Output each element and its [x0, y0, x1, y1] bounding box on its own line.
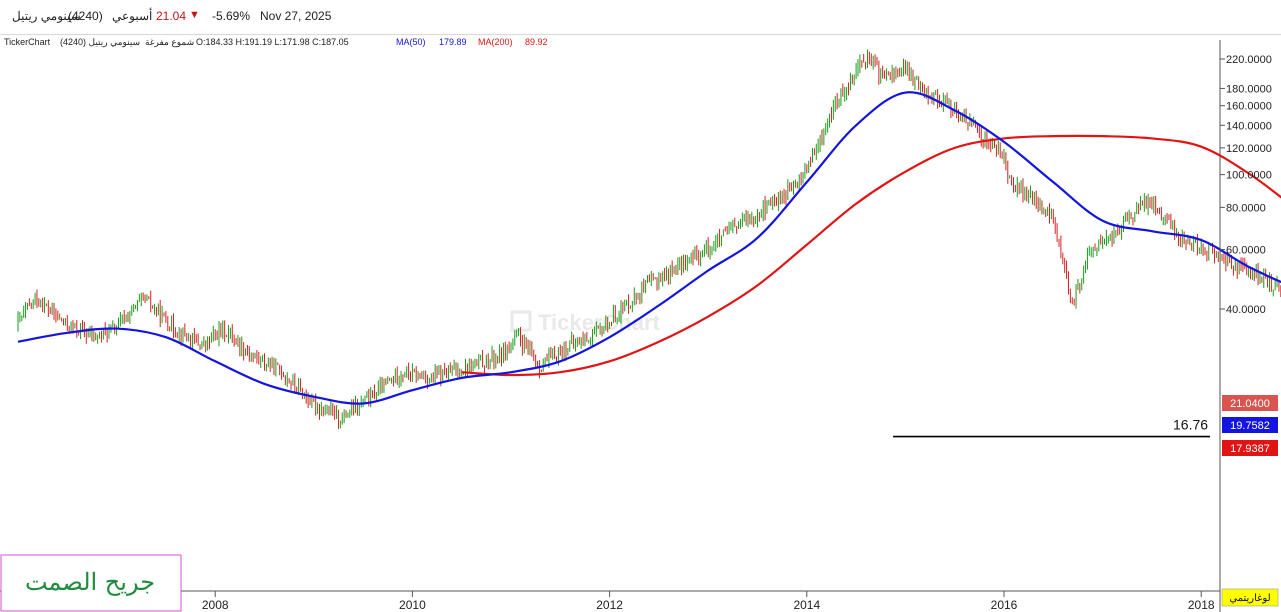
ma200-line — [461, 134, 1281, 377]
y-tick-label: 180.0000 — [1226, 83, 1272, 95]
y-tick-label: 160.0000 — [1226, 101, 1272, 113]
log-scale-label: لوغاريتمي — [1229, 593, 1270, 604]
legend-ma50-value: 179.89 — [439, 37, 467, 47]
price-badge: 21.0400 — [1222, 395, 1278, 411]
x-tick-label: 2018 — [1188, 598, 1215, 612]
y-axis-ticks: 220.0000 180.0000 160.0000 140.0000 120.0000… — [1220, 54, 1272, 316]
price-badge-text: 21.0400 — [1230, 398, 1270, 410]
ma50-line — [17, 91, 1281, 405]
header-bar: سينومي ريتيل (4240) أسبوعي 21.04 ▼ -5.69… — [0, 0, 1281, 35]
legend-ma200-label: MA(200) — [478, 37, 513, 47]
legend-name: سينومي ريتيل (4240) — [60, 37, 140, 48]
legend-ohlc: O:184.33 H:191.19 L:171.98 C:187.05 — [196, 37, 349, 47]
y-tick-label: 120.0000 — [1226, 143, 1272, 155]
legend-type: شموع مفرغة — [145, 37, 194, 48]
x-axis-ticks: 2006200820102012201420162018202020222024… — [5, 591, 1215, 612]
chart-legend: TickerChart سينومي ريتيل (4240) شموع مفر… — [4, 37, 548, 48]
header-period[interactable]: أسبوعي — [112, 9, 153, 23]
level-label: 16.76 — [1173, 417, 1208, 433]
y-tick-label: 40.0000 — [1226, 304, 1266, 316]
y-tick-label: 220.0000 — [1226, 54, 1272, 66]
header-change: -5.69% — [212, 9, 251, 23]
ma200-badge-text: 17.9387 — [1230, 443, 1270, 455]
y-tick-label: 80.0000 — [1226, 202, 1266, 214]
header-date: Nov 27, 2025 — [260, 9, 332, 23]
legend-ma50-label: MA(50) — [396, 37, 426, 47]
log-scale-button[interactable]: لوغاريتمي — [1221, 588, 1279, 607]
y-tick-label: 100.0000 — [1226, 170, 1272, 182]
x-tick-label: 2014 — [793, 598, 820, 612]
watermark-text: TickerChart — [538, 310, 661, 335]
header-title: سينومي ريتيل — [12, 9, 81, 23]
ma50-badge-text: 19.7582 — [1230, 420, 1270, 432]
candles-layer — [17, 49, 1281, 429]
x-tick-label: 2010 — [399, 598, 426, 612]
x-tick-label: 2008 — [202, 598, 229, 612]
x-tick-label: 2012 — [596, 598, 623, 612]
header-symbol: (4240) — [68, 9, 103, 23]
down-arrow-icon: ▼ — [189, 9, 200, 21]
signature-box: جريح الصمت — [0, 554, 182, 612]
ma200-badge: 17.9387 — [1222, 440, 1278, 456]
header-price: 21.04 — [156, 9, 187, 23]
y-tick-label: 140.0000 — [1226, 120, 1272, 132]
y-tick-label: 60.0000 — [1226, 245, 1266, 257]
legend-ma200-value: 89.92 — [525, 37, 548, 47]
x-tick-label: 2016 — [991, 598, 1018, 612]
legend-brand: TickerChart — [4, 37, 51, 47]
signature-text: جريح الصمت — [25, 568, 155, 596]
ma50-badge: 19.7582 — [1222, 417, 1278, 433]
watermark: TickerChart — [510, 310, 661, 335]
